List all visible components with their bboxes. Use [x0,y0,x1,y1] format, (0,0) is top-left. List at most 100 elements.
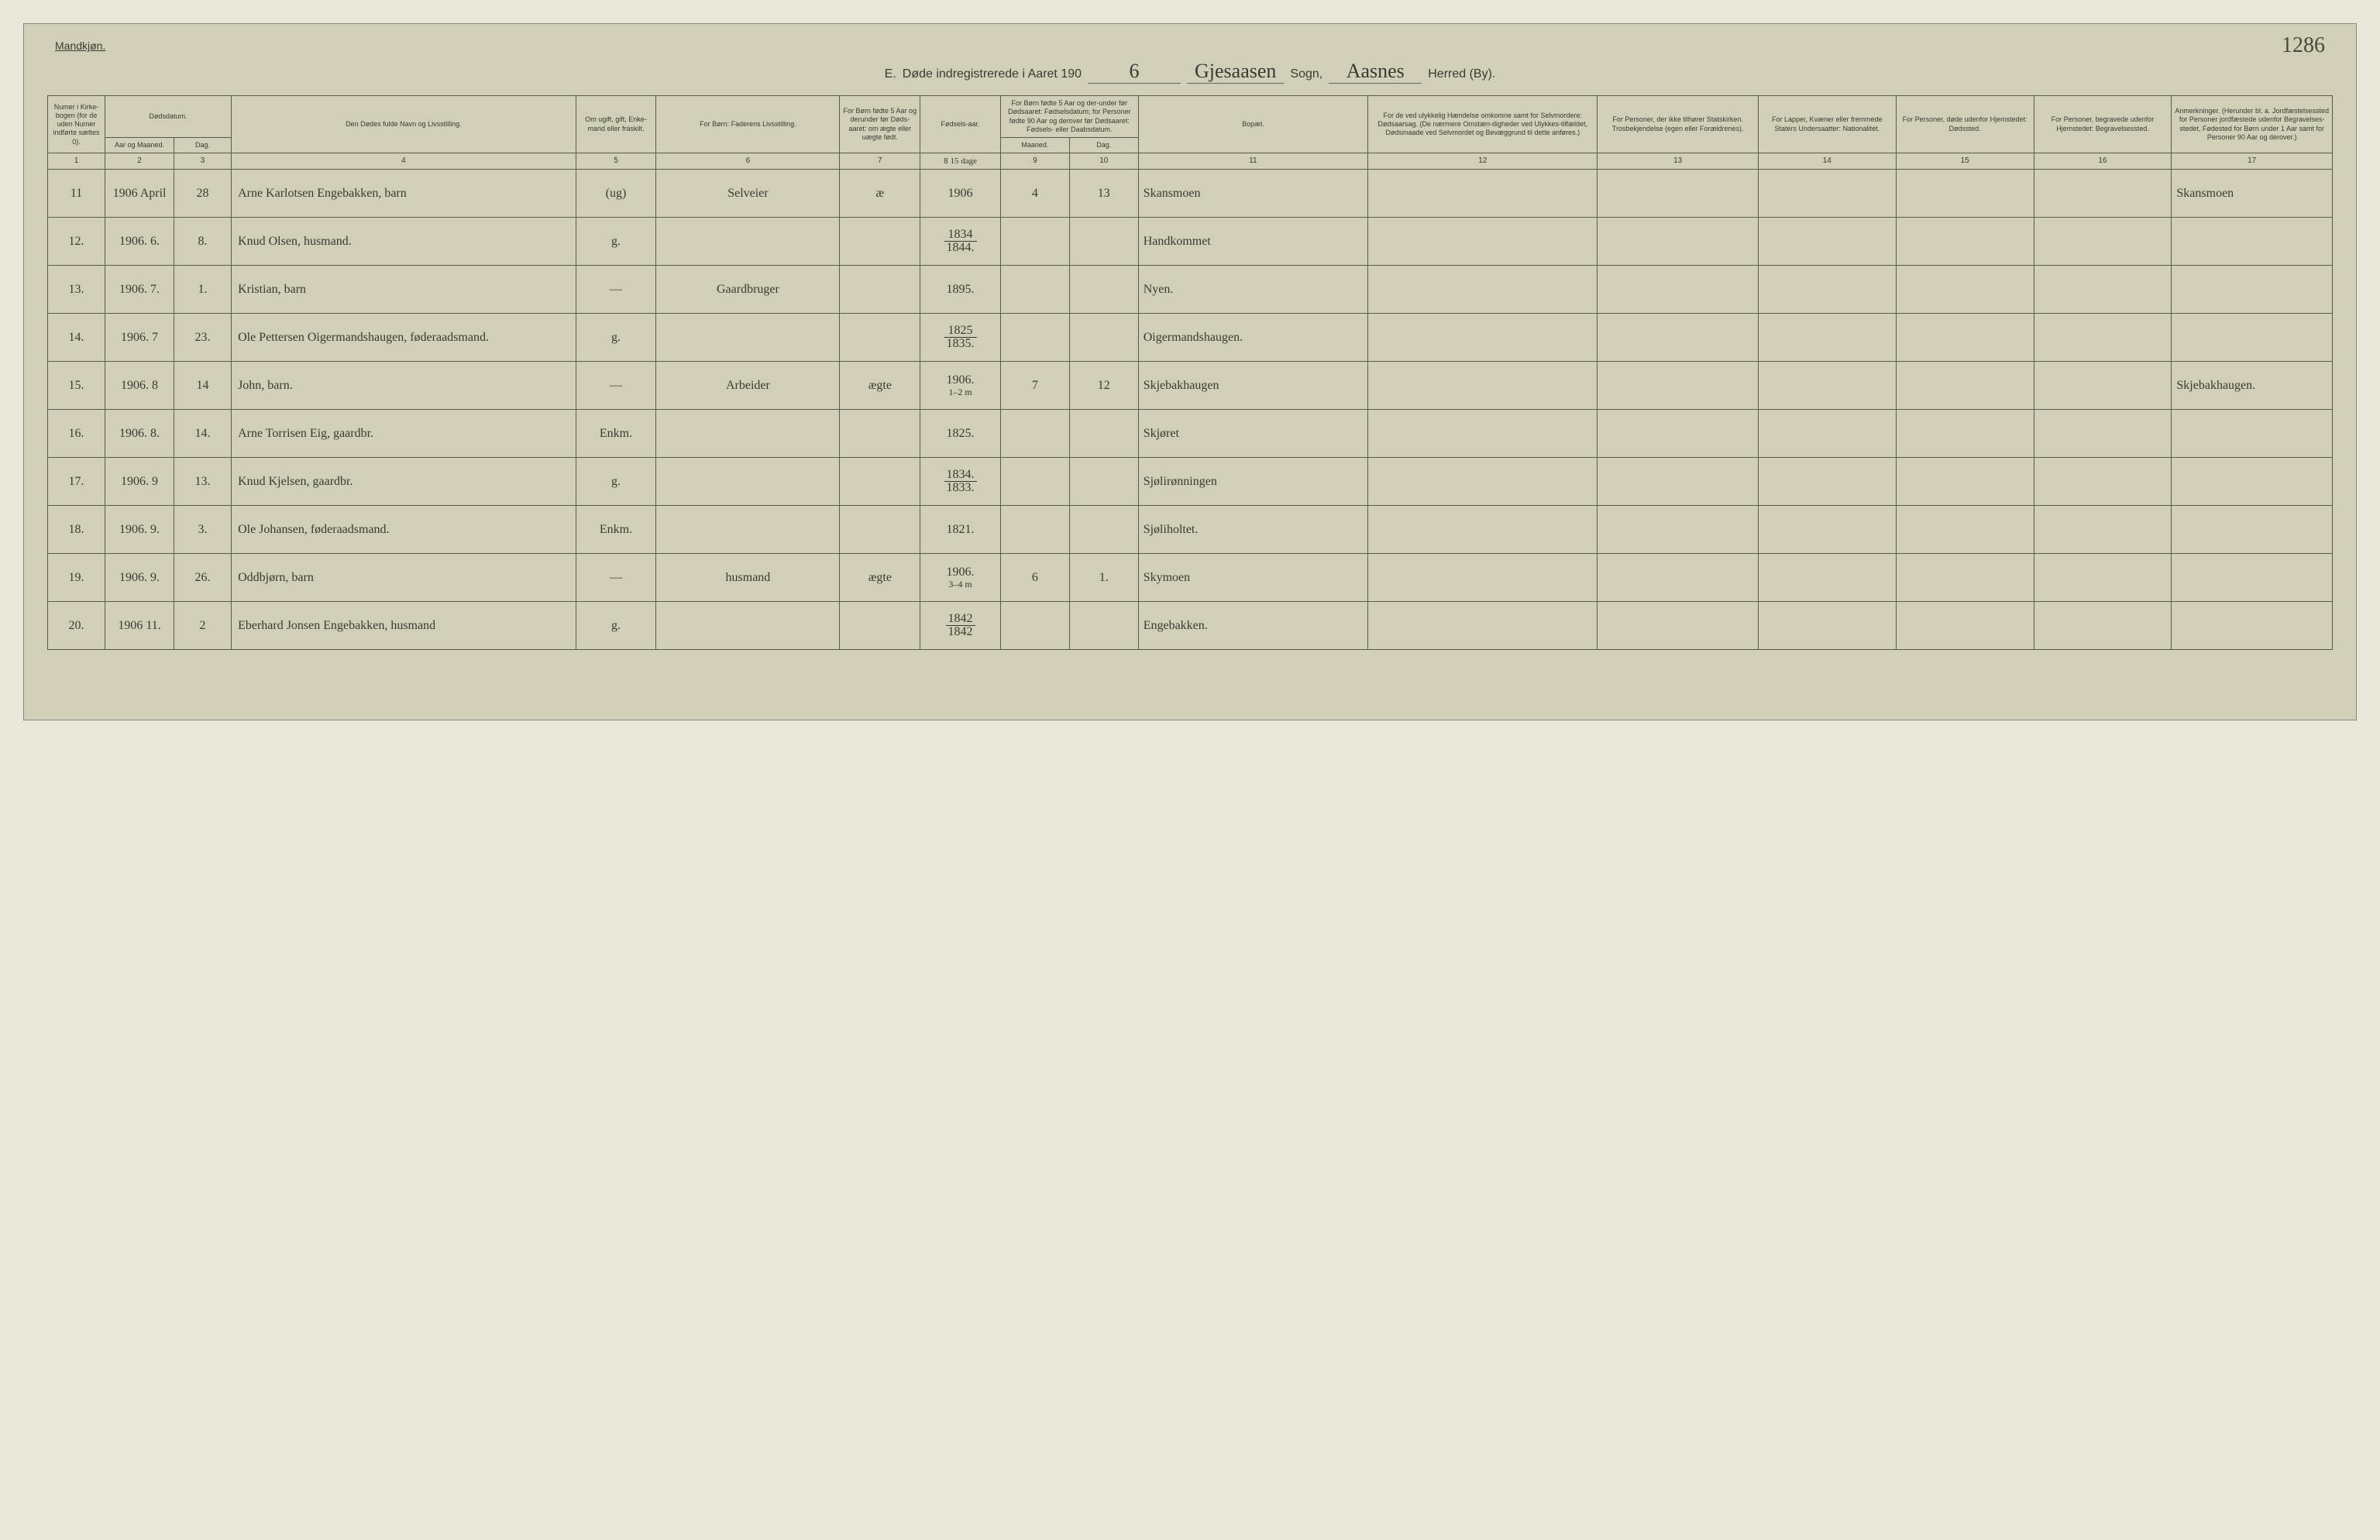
cell: 8. [174,218,231,266]
cell: 13 [1069,170,1138,218]
cell: 1821. [920,506,1001,554]
colnum: 10 [1069,153,1138,170]
cell [1896,170,2034,218]
table-row: 15.1906. 814John, barn.—Arbeiderægte1906… [48,362,2333,410]
cell [1598,554,1758,602]
cell: Skjøret [1138,410,1367,458]
sogn-label: Sogn, [1290,67,1322,81]
cell: 18. [48,506,105,554]
cell [1000,314,1069,362]
cell [2172,554,2333,602]
cell [840,218,920,266]
page-number: 1286 [2282,33,2325,58]
cell [656,314,840,362]
cell: Arne Karlotsen Engebakken, barn [232,170,576,218]
table-row: 16.1906. 8.14.Arne Torrisen Eig, gaardbr… [48,410,2333,458]
cell: 1834.1833. [920,458,1001,506]
cell: 1906. 8 [105,362,174,410]
cell [840,314,920,362]
cell [2034,218,2172,266]
cell [1368,362,1598,410]
cell [1368,314,1598,362]
cell [1896,314,2034,362]
col-header: Dag. [1069,138,1138,153]
cell [1598,170,1758,218]
cell [1368,602,1598,650]
cell [2172,506,2333,554]
herred-value: Aasnes [1329,60,1422,84]
col-header: Dødsdatum. [105,96,232,138]
cell [2034,266,2172,314]
colnum: 1 [48,153,105,170]
cell: 19. [48,554,105,602]
col-header: Maaned. [1000,138,1069,153]
cell: 1. [1069,554,1138,602]
cell: 4 [1000,170,1069,218]
cell: Skjebakhaugen. [2172,362,2333,410]
cell [2034,314,2172,362]
cell [1758,602,1896,650]
colnum: 17 [2172,153,2333,170]
cell [1000,410,1069,458]
cell: Sjøliholtet. [1138,506,1367,554]
col-header: Aar og Maaned. [105,138,174,153]
cell [656,410,840,458]
cell: 18341844. [920,218,1001,266]
colnum: 2 [105,153,174,170]
cell [1069,458,1138,506]
table-row: 14.1906. 723.Ole Pettersen Oigermandshau… [48,314,2333,362]
col-header: For Personer, der ikke tilhører Statskir… [1598,96,1758,153]
register-table: Numer i Kirke-bogen (for de uden Numer i… [47,95,2333,650]
cell [1758,170,1896,218]
cell: 18421842 [920,602,1001,650]
cell: 1906.1–2 m [920,362,1001,410]
cell: 1895. [920,266,1001,314]
cell [1598,602,1758,650]
cell: Oigermandshaugen. [1138,314,1367,362]
cell [2172,410,2333,458]
cell [1758,458,1896,506]
cell: 12. [48,218,105,266]
cell [1758,410,1896,458]
col-header: For Børn: Faderens Livsstilling. [656,96,840,153]
colnum: 9 [1000,153,1069,170]
cell [2172,602,2333,650]
cell [2172,218,2333,266]
cell: 14 [174,362,231,410]
col-header: For Lapper, Kvæner eller fremmede Stater… [1758,96,1896,153]
cell: Sjølirønningen [1138,458,1367,506]
cell [1000,266,1069,314]
cell: 20. [48,602,105,650]
cell [1000,506,1069,554]
table-row: 19.1906. 9.26.Oddbjørn, barn—husmandægte… [48,554,2333,602]
cell: Ole Pettersen Oigermandshaugen, føderaad… [232,314,576,362]
cell: 13. [174,458,231,506]
title-year: 6 [1088,60,1181,84]
cell: Skansmoen [2172,170,2333,218]
cell [1598,506,1758,554]
cell: 18251835. [920,314,1001,362]
cell [1896,602,2034,650]
cell: — [576,266,656,314]
cell [1758,362,1896,410]
col-header: For Personer, begravede udenfor Hjemsted… [2034,96,2172,153]
cell [1758,314,1896,362]
colnum: 15 [1896,153,2034,170]
colnum: 4 [232,153,576,170]
cell: 1906.3–4 m [920,554,1001,602]
cell [1896,410,2034,458]
cell [2034,410,2172,458]
table-row: 20.1906 11.2Eberhard Jonsen Engebakken, … [48,602,2333,650]
cell: ægte [840,362,920,410]
cell: 1906. 8. [105,410,174,458]
cell [1000,458,1069,506]
cell [1758,218,1896,266]
title-prefix: E. [885,67,896,81]
cell [1368,458,1598,506]
colnum-8: 8 [944,157,948,166]
cell [2034,602,2172,650]
cell: 7 [1000,362,1069,410]
cell: 1906. 7 [105,314,174,362]
cell [2034,506,2172,554]
cell: 1906 [920,170,1001,218]
